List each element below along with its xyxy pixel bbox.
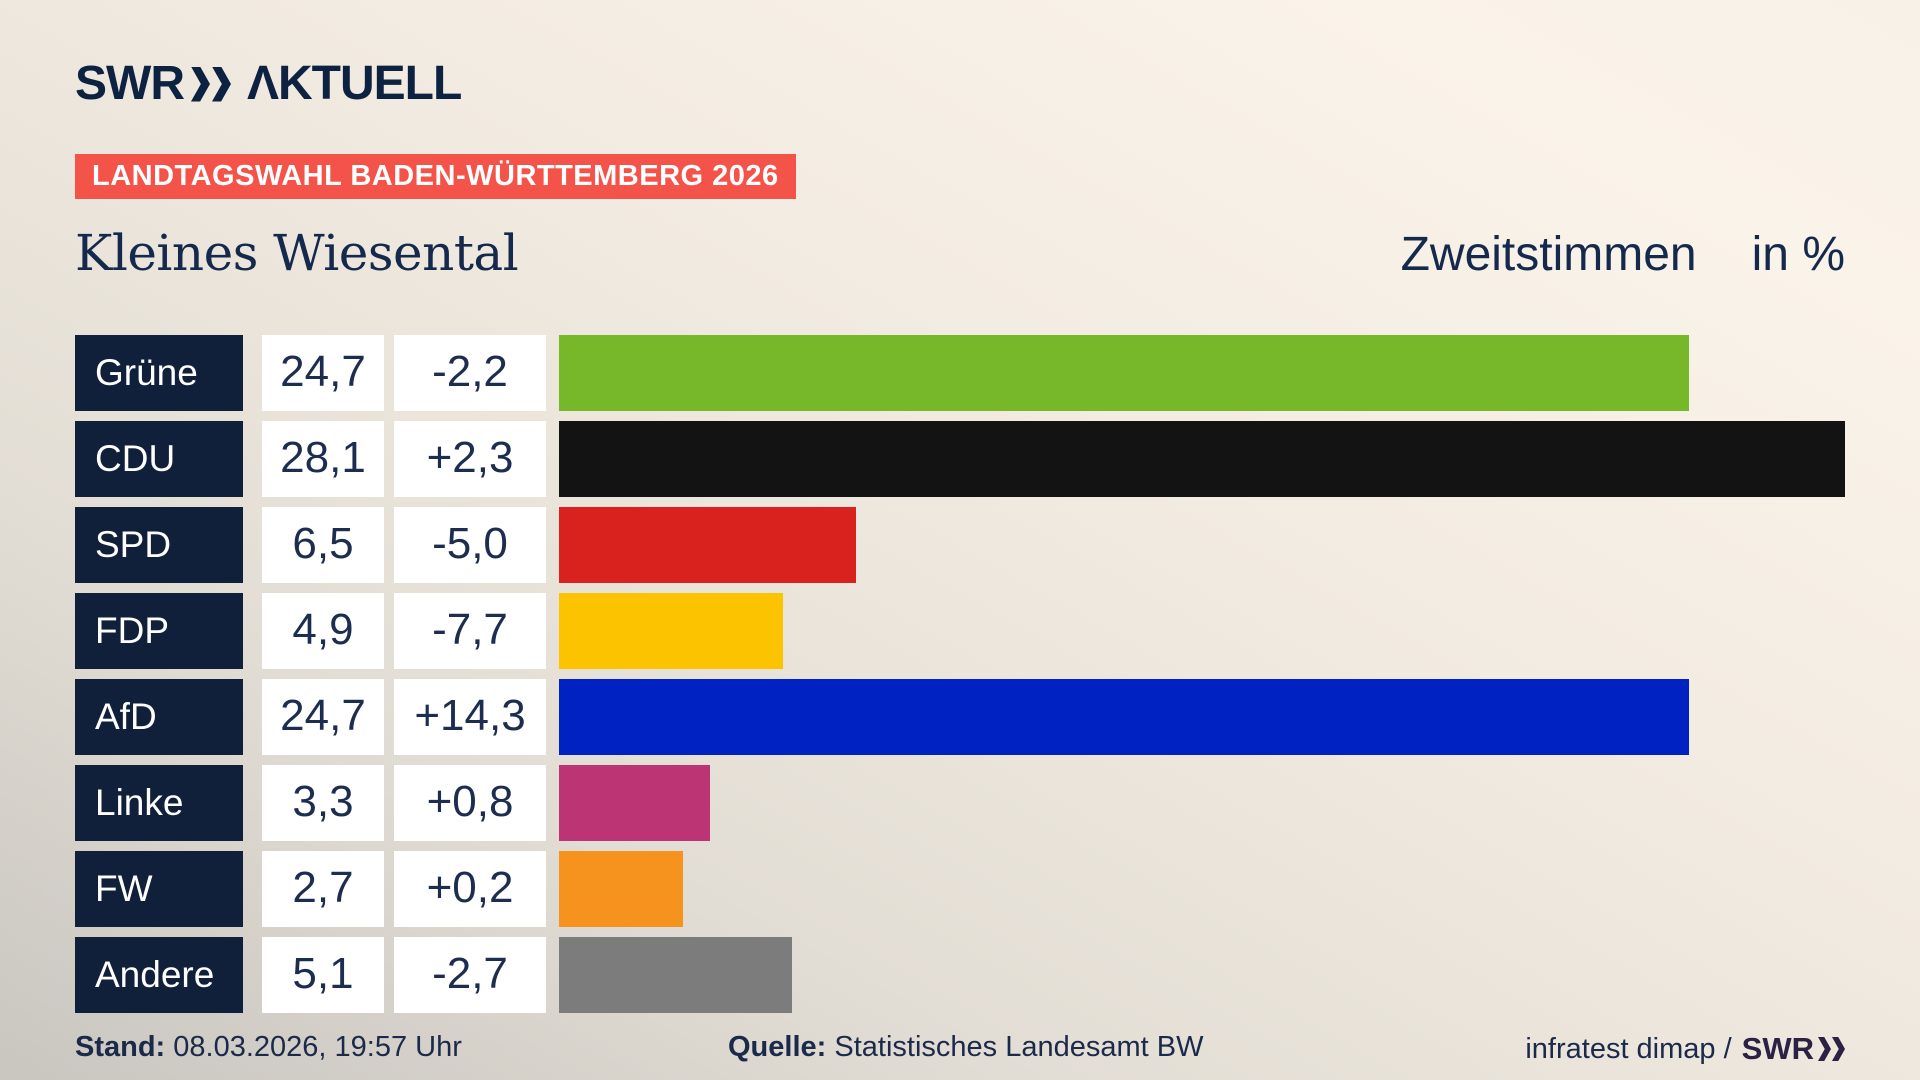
timestamp: Stand: 08.03.2026, 19:57 Uhr (75, 1031, 462, 1064)
quelle-value: Statistisches Landesamt BW (834, 1031, 1204, 1063)
table-row: FW 2,7 +0,2 (75, 851, 1845, 927)
bar-track (559, 851, 1845, 927)
party-change: +2,3 (394, 421, 546, 497)
party-value: 5,1 (262, 937, 384, 1013)
stand-value: 08.03.2026, 19:57 Uhr (173, 1031, 462, 1063)
party-change: +0,8 (394, 765, 546, 841)
source: Quelle: Statistisches Landesamt BW (728, 1031, 1203, 1064)
footer: Stand: 08.03.2026, 19:57 Uhr Quelle: Sta… (75, 1031, 1845, 1073)
party-bar (559, 507, 857, 583)
table-row: Grüne 24,7 -2,2 (75, 335, 1845, 411)
bar-track (559, 937, 1845, 1013)
party-change: -2,2 (394, 335, 546, 411)
party-value: 6,5 (262, 507, 384, 583)
party-change: -7,7 (394, 593, 546, 669)
table-row: Andere 5,1 -2,7 (75, 937, 1845, 1013)
swr-logo-text: SWR (1741, 1031, 1814, 1066)
table-row: SPD 6,5 -5,0 (75, 507, 1845, 583)
bar-track (559, 593, 1845, 669)
election-banner: LANDTAGSWAHL BADEN-WÜRTTEMBERG 2026 (75, 154, 796, 199)
party-bar (559, 421, 1845, 497)
vote-type-heading: Zweitstimmen in % (1401, 227, 1845, 282)
bar-track (559, 765, 1845, 841)
table-row: AfD 24,7 +14,3 (75, 679, 1845, 755)
bar-track (559, 679, 1845, 755)
party-change: -5,0 (394, 507, 546, 583)
party-label: CDU (75, 421, 243, 497)
party-change: +0,2 (394, 851, 546, 927)
bar-track (559, 421, 1845, 497)
table-row: FDP 4,9 -7,7 (75, 593, 1845, 669)
party-change: -2,7 (394, 937, 546, 1013)
party-value: 4,9 (262, 593, 384, 669)
party-label: FDP (75, 593, 243, 669)
party-label: Grüne (75, 335, 243, 411)
party-bar (559, 937, 793, 1013)
party-value: 3,3 (262, 765, 384, 841)
chevron-right-icon (1832, 1037, 1845, 1061)
party-bar (559, 335, 1690, 411)
bar-track (559, 335, 1845, 411)
vote-type-label: Zweitstimmen (1400, 228, 1697, 281)
swr-logo-text: SWR (75, 57, 185, 110)
swr-aktuell-logo: SWR ΛKTUELL (75, 57, 462, 110)
party-value: 28,1 (262, 421, 384, 497)
party-value: 24,7 (262, 679, 384, 755)
stand-label: Stand: (75, 1031, 166, 1063)
party-bar (559, 593, 784, 669)
chevron-right-icon (190, 66, 210, 102)
party-value: 24,7 (262, 335, 384, 411)
table-row: Linke 3,3 +0,8 (75, 765, 1845, 841)
quelle-label: Quelle: (728, 1031, 827, 1063)
aktuell-logo-text: ΛKTUELL (246, 57, 462, 110)
bar-track (559, 507, 1845, 583)
chevron-right-icon (1818, 1037, 1845, 1061)
credit-text: infratest dimap / (1525, 1032, 1732, 1065)
credit: infratest dimap / SWR (1525, 1031, 1845, 1067)
chevron-right-icon (190, 66, 231, 102)
title-row: Kleines Wiesental Zweitstimmen in % (75, 224, 1845, 282)
party-label: AfD (75, 679, 243, 755)
party-bar (559, 679, 1690, 755)
party-value: 2,7 (262, 851, 384, 927)
party-bar (559, 765, 711, 841)
municipality-title: Kleines Wiesental (75, 224, 519, 282)
unit-label: in % (1751, 228, 1845, 281)
chevron-right-icon (211, 66, 231, 102)
party-label: Andere (75, 937, 243, 1013)
party-label: Linke (75, 765, 243, 841)
party-bar (559, 851, 683, 927)
party-change: +14,3 (394, 679, 546, 755)
chevron-right-icon (1818, 1037, 1831, 1061)
party-label: SPD (75, 507, 243, 583)
party-label: FW (75, 851, 243, 927)
results-bar-chart: Grüne 24,7 -2,2 CDU 28,1 +2,3 SPD 6,5 -5… (75, 335, 1845, 1023)
table-row: CDU 28,1 +2,3 (75, 421, 1845, 497)
